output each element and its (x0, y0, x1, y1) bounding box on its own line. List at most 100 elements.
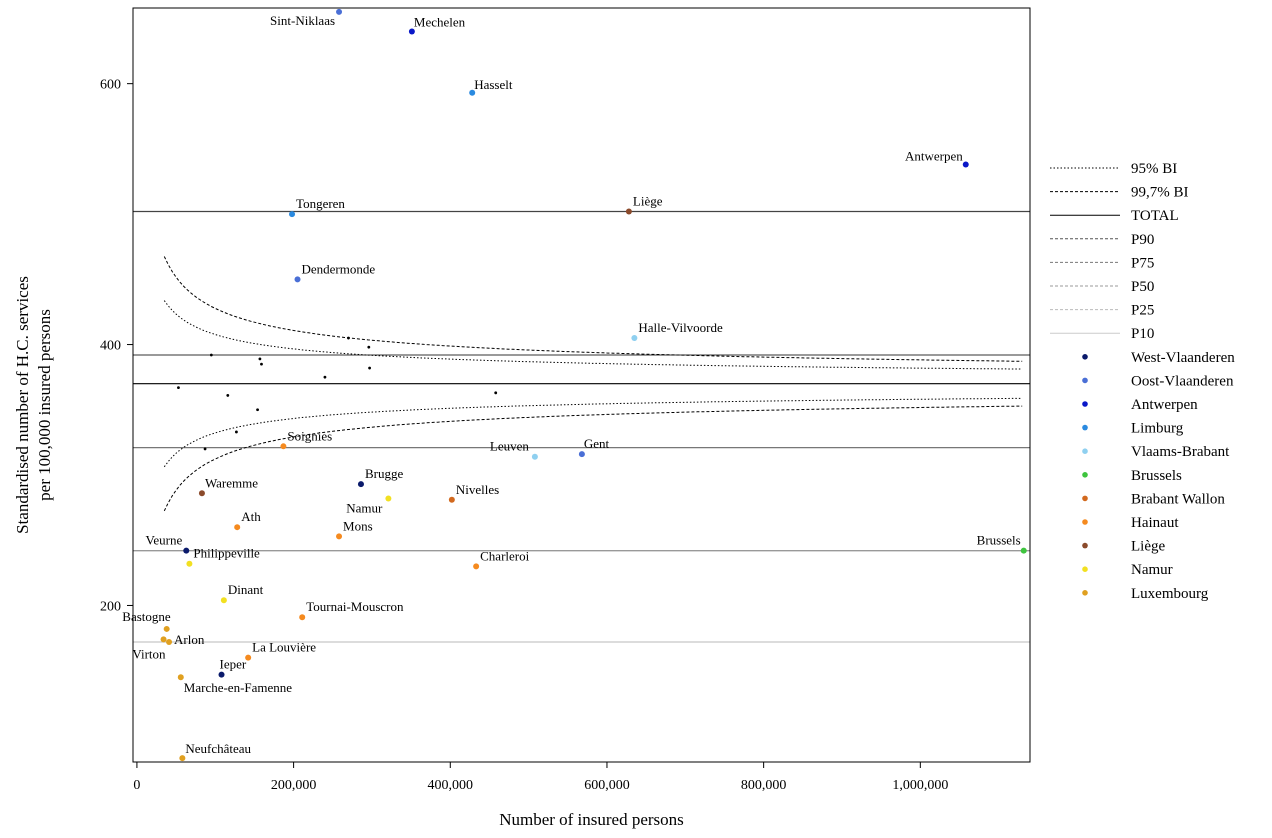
point-label: Veurne (145, 533, 182, 548)
point-virton (160, 636, 167, 643)
point-label: Leuven (490, 439, 529, 454)
point-philippeville (186, 560, 193, 567)
point-label: Soignies (287, 428, 332, 443)
point-label: Tournai-Mouscron (306, 599, 404, 614)
legend-marker (1082, 542, 1088, 549)
ci-95-upper (163, 300, 1023, 370)
x-tick-label: 0 (133, 778, 140, 793)
point-label: Hasselt (474, 77, 513, 92)
point-label: Waremme (205, 475, 258, 490)
y-axis-title: Standardised number of H.C. services per … (13, 276, 54, 534)
y-tick-label: 200 (100, 599, 121, 614)
small-point-4 (258, 357, 262, 361)
point-mechelen (408, 28, 415, 35)
x-tick-label: 600,000 (584, 778, 630, 793)
point-mons (336, 533, 343, 540)
point-hasselt (469, 89, 476, 96)
point-neufch-teau (179, 755, 186, 762)
legend-marker (1082, 472, 1088, 478)
point-label: Mechelen (414, 14, 466, 29)
legend-label: TOTAL (1131, 208, 1179, 224)
legend-label: Hainaut (1131, 515, 1179, 531)
legend-label: Antwerpen (1131, 397, 1198, 413)
point-label: Dinant (228, 582, 264, 597)
legend-marker (1082, 377, 1088, 384)
point-leuven (531, 453, 538, 460)
legend-label: P90 (1131, 232, 1154, 248)
y-axis-title-line: Standardised number of H.C. services (13, 276, 32, 534)
point-label: Bastogne (122, 609, 171, 624)
point-namur (385, 495, 392, 502)
legend-marker (1082, 401, 1088, 407)
point-dinant (220, 597, 227, 604)
small-point-11 (368, 366, 371, 370)
point-bastogne (163, 625, 170, 632)
point-charleroi (473, 563, 480, 570)
legend: 95% BI 99,7% BI TOTAL P90 P75 P50 P25 P10 West-V… (1050, 161, 1235, 602)
point-label: Philippeville (193, 546, 260, 561)
point-label: Halle-Vilvoorde (638, 320, 723, 335)
small-point-3 (256, 408, 259, 412)
y-tick-label: 600 (100, 78, 121, 93)
plot-area (133, 210, 1030, 643)
point-sint-niklaas (336, 8, 343, 15)
plot-frame (132, 7, 1031, 763)
x-tick-label: 1,000,000 (892, 778, 948, 793)
legend-label: Vlaams-Brabant (1131, 444, 1230, 460)
legend-label: Brabant Wallon (1131, 491, 1225, 507)
point-label: Marche-en-Famenne (184, 680, 293, 695)
point-ieper (218, 671, 225, 678)
point-label: Brussels (977, 533, 1021, 548)
small-point-6 (203, 447, 207, 451)
legend-marker (1082, 354, 1088, 360)
point-label: Liège (633, 194, 663, 209)
point-antwerpen (962, 161, 969, 168)
small-point-12 (494, 391, 498, 395)
point-nivelles (448, 496, 455, 503)
legend-marker (1082, 590, 1088, 596)
small-point-0 (177, 386, 180, 390)
small-point-2 (226, 394, 230, 397)
ci-997-lower (163, 405, 1023, 512)
legend-label: Namur (1131, 562, 1173, 578)
small-point-8 (323, 375, 327, 379)
point-label: Dendermonde (302, 261, 376, 276)
legend-label: Limburg (1131, 421, 1184, 437)
point-label: Antwerpen (905, 149, 963, 164)
point-waremme (198, 490, 205, 497)
point-tongeren (289, 211, 296, 218)
legend-marker (1082, 519, 1088, 525)
point-dendermonde (294, 276, 301, 283)
point-label: Nivelles (456, 482, 499, 497)
point-halle-vilvoorde (631, 335, 638, 342)
legend-marker (1082, 424, 1088, 431)
point-label: Mons (343, 518, 373, 533)
ci-95-lower (163, 397, 1023, 468)
legend-label: West-Vlaanderen (1131, 350, 1235, 366)
x-tick-label: 200,000 (271, 778, 317, 793)
legend-label: 99,7% BI (1131, 185, 1189, 201)
point-label: Namur (346, 500, 383, 515)
point-label: Ath (241, 509, 261, 524)
legend-label: Brussels (1131, 468, 1182, 484)
point-label: Neufchâteau (185, 741, 251, 756)
point-label: La Louvière (252, 640, 316, 655)
point-marche-en-famenne (177, 674, 184, 681)
small-point-7 (235, 430, 238, 434)
x-tick-label: 400,000 (428, 778, 474, 793)
y-tick-label: 400 (100, 339, 121, 354)
ci-997-upper (163, 256, 1023, 362)
point-li-ge (625, 208, 632, 215)
legend-label: P10 (1131, 326, 1154, 342)
small-point-10 (367, 345, 371, 349)
point-soignies (280, 443, 287, 450)
point-gent (578, 451, 585, 458)
point-label: Brugge (365, 466, 404, 481)
legend-label: Luxembourg (1131, 586, 1209, 602)
legend-marker (1082, 566, 1088, 572)
legend-marker (1082, 495, 1088, 502)
small-point-9 (347, 336, 350, 340)
legend-label: Liège (1131, 539, 1165, 555)
y-axis-title-line: per 100,000 insured persons (35, 309, 54, 501)
